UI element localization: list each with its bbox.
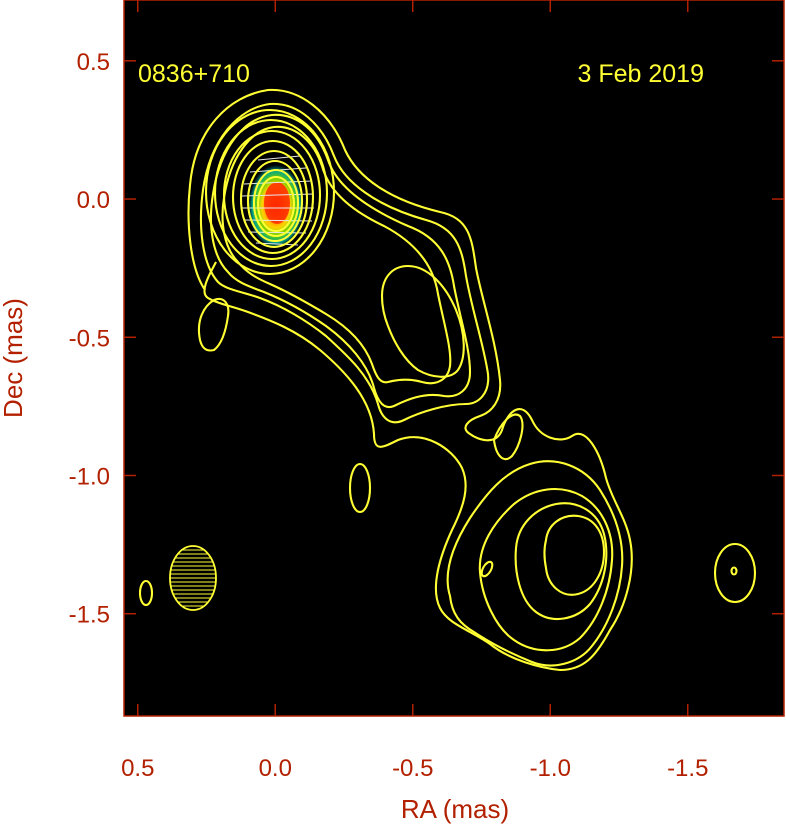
x-tick-label: -1.5 [667,755,708,782]
y-tick-label: 0.5 [77,49,110,76]
observation-date: 3 Feb 2019 [578,60,705,88]
x-tick-label: -0.5 [392,755,433,782]
y-axis-label: Dec (mas) [0,298,28,418]
y-tick-label: 0.0 [77,187,110,214]
y-tick-label: -1.0 [69,463,110,490]
x-tick-label: 0.0 [259,755,292,782]
plot-frame [123,0,785,717]
contours [138,88,757,672]
x-axis: 0.5 0.0 -0.5 -1.0 -1.5 [121,0,708,782]
x-tick-label: -1.0 [530,755,571,782]
y-tick-label: -1.5 [69,602,110,629]
contour-outer-jet [187,88,633,672]
y-axis: 0.5 0.0 -0.5 -1.0 -1.5 [69,49,784,629]
x-tick-label: 0.5 [121,755,154,782]
source-name: 0836+710 [138,60,250,88]
plot-area [124,0,784,716]
core-peak [264,182,290,224]
y-tick-label: -0.5 [69,325,110,352]
x-axis-label: RA (mas) [401,794,509,824]
